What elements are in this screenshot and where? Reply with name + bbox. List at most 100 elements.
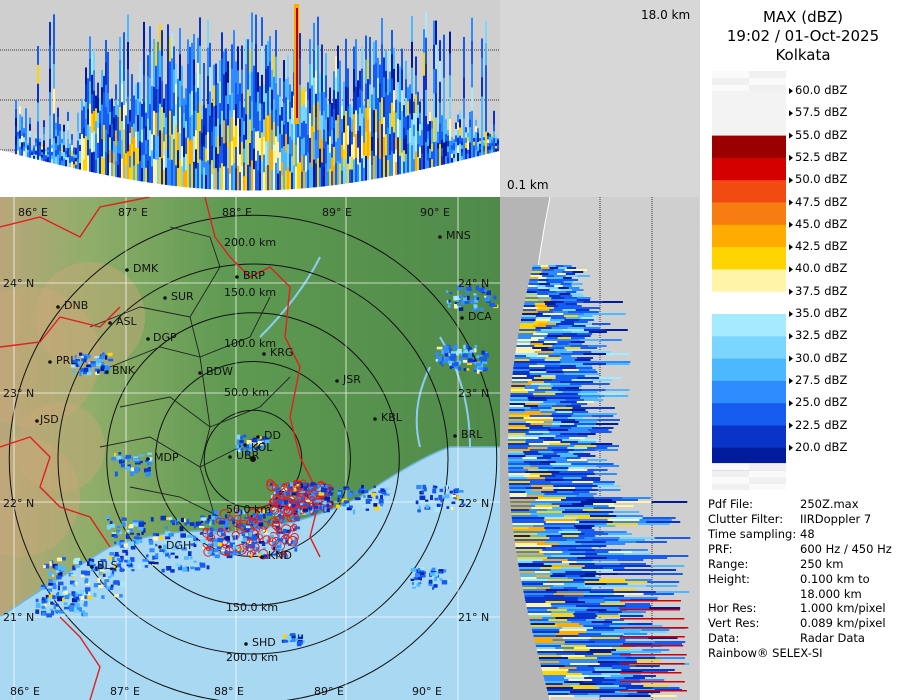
echo-pixel: [354, 497, 361, 501]
storm-cell-contour: [271, 484, 279, 492]
radar-map[interactable]: MNS DMK BRP SUR DNB ASL DGP KRG DCA PRL BNK BDW JSR K…: [0, 197, 500, 700]
storm-cell-contour: [236, 520, 242, 526]
scale-tick: [789, 199, 793, 206]
echo-pixel: [451, 494, 457, 498]
top-echo-cell: [497, 148, 499, 152]
station-dot: [105, 370, 109, 374]
top-echo-cell: [361, 135, 363, 159]
side-echo-cell: [551, 481, 573, 483]
top-echo-cell: [319, 148, 321, 169]
top-echo-cell: [333, 127, 335, 148]
side-echo-cell: [574, 359, 591, 361]
echo-pixel: [103, 365, 109, 368]
top-echo-cell: [203, 146, 205, 168]
echo-pixel: [285, 491, 291, 496]
echo-pixel: [200, 539, 206, 544]
storm-cell-contour: [287, 535, 299, 547]
top-echo-cell: [415, 94, 417, 114]
storm-cell-contour: [219, 544, 231, 556]
echo-pixel: [62, 597, 65, 602]
side-echo-cell: [526, 493, 545, 495]
top-echo-cell: [485, 43, 487, 66]
top-echo-cell: [337, 114, 339, 139]
echo-pixel: [257, 520, 264, 523]
top-echo-cell: [405, 97, 407, 118]
top-echo-cell: [371, 122, 373, 138]
top-echo-cell: [291, 156, 293, 173]
top-echo-cell: [447, 141, 449, 148]
side-echo-cell: [568, 343, 583, 345]
top-echo-cell: [303, 87, 305, 105]
side-echo-cell: [550, 571, 566, 573]
top-echo-cell: [217, 118, 219, 137]
side-echo-cell: [573, 321, 588, 323]
side-echo-cell: [654, 641, 686, 643]
side-echo-cell: [542, 269, 555, 271]
top-echo-cell: [165, 117, 167, 135]
top-echo-cell: [39, 138, 41, 143]
top-echo-cell: [347, 163, 349, 184]
top-echo-cell: [353, 46, 355, 70]
top-echo-cell: [77, 112, 79, 123]
top-echo-cell: [377, 77, 379, 99]
side-echo-cell: [583, 301, 604, 303]
side-echo-cell: [559, 661, 579, 663]
top-echo-cell: [137, 115, 139, 132]
side-echo-cell: [530, 341, 545, 343]
side-echo-cell: [589, 383, 610, 385]
echo-pixel: [474, 344, 478, 348]
echo-pixel: [244, 516, 251, 519]
top-echo-cell: [199, 159, 201, 189]
top-echo-cell: [273, 144, 275, 168]
top-echo-cell: [481, 57, 483, 78]
top-echo-cell: [245, 89, 247, 115]
top-echo-cell: [127, 151, 129, 180]
echo-pixel: [133, 536, 140, 540]
scale-checker: [712, 477, 749, 485]
echo-pixel: [95, 368, 99, 371]
echo-pixel: [149, 548, 155, 553]
echo-pixel: [460, 499, 464, 503]
top-echo-cell: [455, 148, 457, 156]
top-echo-cell: [283, 124, 285, 147]
top-echo-cell: [217, 171, 219, 190]
top-echo-cell: [39, 149, 41, 154]
echo-pixel: [212, 529, 218, 532]
top-echo-cell: [457, 122, 459, 131]
echo-pixel: [61, 595, 65, 598]
side-echo-cell: [532, 633, 557, 635]
side-echo-cell: [573, 687, 601, 689]
top-echo-cell: [485, 21, 487, 44]
side-echo-cell: [544, 517, 578, 519]
top-echo-cell: [131, 144, 133, 163]
side-echo-cell: [617, 573, 651, 575]
top-echo-cell: [323, 92, 325, 112]
top-echo-cell: [365, 59, 367, 85]
top-echo-cell: [211, 145, 213, 161]
echo-pixel: [282, 634, 287, 639]
top-echo-cell: [187, 88, 189, 114]
scale-checker: [749, 78, 786, 85]
side-echo-cell: [509, 407, 531, 409]
top-echo-cell: [437, 142, 439, 150]
scale-checker: [712, 78, 749, 85]
side-echo-cell: [588, 693, 609, 695]
side-echo-cell: [508, 469, 529, 471]
top-echo-cell: [107, 72, 109, 94]
top-echo-cell: [173, 162, 175, 186]
top-echo-cell: [169, 86, 171, 112]
top-echo-cell: [429, 121, 431, 131]
top-echo-cell: [241, 45, 243, 71]
side-echo-cell: [508, 441, 527, 443]
side-echo-cell: [635, 665, 660, 667]
echo-pixel: [80, 355, 84, 359]
echo-pixel: [100, 565, 104, 570]
side-echo-cell: [547, 609, 568, 611]
top-echo-cell: [269, 112, 271, 139]
top-echo-cell: [361, 91, 363, 114]
top-echo-cell: [211, 131, 213, 147]
top-echo-cell: [395, 112, 397, 126]
side-echo-cell: [512, 527, 530, 529]
top-echo-cell: [477, 128, 479, 134]
top-echo-cell: [411, 15, 413, 43]
